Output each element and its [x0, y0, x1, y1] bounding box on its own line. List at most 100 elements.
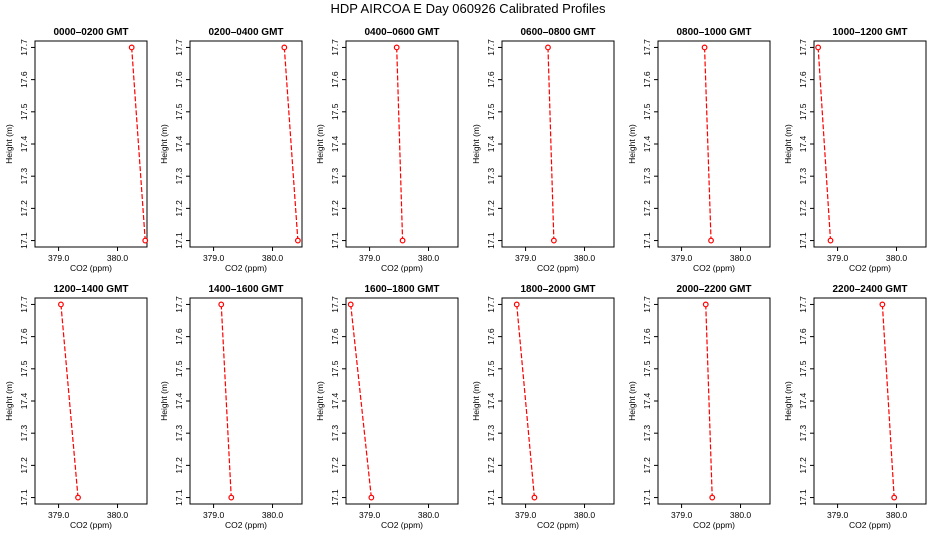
panel-title: 1000–1200 GMT	[832, 27, 907, 38]
profile-line	[881, 304, 895, 498]
y-tick-label: 17.4	[174, 135, 184, 152]
y-tick-label: 17.2	[174, 200, 184, 217]
y-axis-label: Height (m)	[783, 124, 793, 164]
x-tick-label: 379.0	[203, 253, 225, 263]
profile-line	[705, 304, 713, 498]
profile-line	[703, 47, 712, 241]
y-tick-label: 17.1	[174, 489, 184, 506]
y-tick-label: 17.1	[19, 489, 29, 506]
data-point	[815, 44, 822, 51]
y-tick-label: 17.7	[798, 39, 808, 56]
y-tick-label: 17.1	[798, 489, 808, 506]
y-axis-label: Height (m)	[4, 381, 14, 421]
plot-frame	[189, 297, 303, 505]
y-tick-label: 17.5	[642, 103, 652, 120]
profile-line	[547, 47, 555, 241]
data-point	[701, 44, 708, 51]
y-tick-label: 17.4	[486, 135, 496, 152]
panel-title: 0600–0800 GMT	[520, 27, 595, 38]
x-axis-label: CO2 (ppm)	[693, 263, 735, 273]
y-axis-label: Height (m)	[471, 381, 481, 421]
data-point	[702, 301, 709, 308]
y-tick-label: 17.7	[642, 296, 652, 313]
data-point	[128, 44, 135, 51]
y-tick-label: 17.1	[174, 232, 184, 249]
x-axis-label: CO2 (ppm)	[225, 520, 267, 530]
panel-title: 2200–2400 GMT	[832, 284, 907, 295]
y-tick-label: 17.3	[174, 168, 184, 185]
y-tick-label: 17.7	[330, 39, 340, 56]
y-tick-label: 17.6	[642, 328, 652, 345]
y-tick-label: 17.7	[174, 296, 184, 313]
plot-frame	[34, 297, 148, 505]
y-axis-label: Height (m)	[315, 381, 325, 421]
x-tick-label: 379.0	[48, 510, 70, 520]
x-tick-label: 380.0	[730, 510, 752, 520]
x-axis-label: CO2 (ppm)	[537, 520, 579, 530]
plot-frame	[345, 297, 459, 505]
y-tick-label: 17.7	[486, 39, 496, 56]
y-tick-label: 17.2	[174, 457, 184, 474]
data-point	[393, 44, 400, 51]
y-tick-label: 17.5	[798, 103, 808, 120]
data-point	[368, 494, 375, 501]
y-tick-label: 17.7	[19, 296, 29, 313]
x-tick-label: 379.0	[671, 510, 693, 520]
data-point	[891, 494, 898, 501]
x-tick-label: 379.0	[827, 510, 849, 520]
y-tick-label: 17.2	[642, 457, 652, 474]
plot-frame	[657, 40, 771, 248]
y-tick-label: 17.1	[330, 489, 340, 506]
x-axis-label: CO2 (ppm)	[381, 263, 423, 273]
y-axis-label: Height (m)	[471, 124, 481, 164]
data-point	[545, 44, 551, 51]
y-axis-label: Height (m)	[315, 124, 325, 164]
profile-line	[396, 47, 404, 241]
y-tick-label: 17.5	[486, 360, 496, 377]
data-point	[347, 301, 354, 308]
y-tick-label: 17.6	[486, 328, 496, 345]
data-point	[531, 494, 538, 501]
y-tick-label: 17.1	[486, 489, 496, 506]
y-tick-label: 17.5	[19, 360, 29, 377]
x-axis-label: CO2 (ppm)	[693, 520, 735, 530]
x-tick-label: 379.0	[48, 253, 70, 263]
y-tick-label: 17.1	[642, 489, 652, 506]
x-tick-label: 380.0	[886, 510, 908, 520]
x-tick-label: 380.0	[730, 253, 752, 263]
y-tick-label: 17.4	[642, 135, 652, 152]
data-point	[399, 237, 406, 244]
panel-title: 2000–2200 GMT	[676, 284, 751, 295]
profile-line	[516, 304, 536, 498]
y-tick-label: 17.3	[642, 425, 652, 442]
plot-frame	[813, 40, 927, 248]
y-tick-label: 17.4	[19, 392, 29, 409]
data-point	[75, 494, 81, 501]
y-tick-label: 17.5	[330, 360, 340, 377]
y-tick-label: 17.6	[486, 71, 496, 88]
y-axis-label: Height (m)	[627, 381, 637, 421]
y-tick-label: 17.2	[486, 457, 496, 474]
panel-title: 0000–0200 GMT	[53, 27, 128, 38]
y-tick-label: 17.5	[174, 360, 184, 377]
y-tick-label: 17.4	[19, 135, 29, 152]
main-title: HDP AIRCOA E Day 060926 Calibrated Profi…	[330, 1, 606, 16]
y-tick-label: 17.2	[19, 457, 29, 474]
plot-frame	[813, 297, 927, 505]
y-axis-label: Height (m)	[4, 124, 14, 164]
y-tick-label: 17.2	[330, 200, 340, 217]
plot-frame	[501, 40, 615, 248]
data-point	[513, 301, 520, 308]
y-tick-label: 17.6	[642, 71, 652, 88]
y-tick-label: 17.3	[19, 425, 29, 442]
profile-line	[220, 304, 232, 498]
panel-title: 1200–1400 GMT	[53, 284, 128, 295]
x-tick-label: 379.0	[203, 510, 225, 520]
x-tick-label: 380.0	[107, 253, 129, 263]
y-tick-label: 17.2	[642, 200, 652, 217]
y-tick-label: 17.4	[798, 135, 808, 152]
y-tick-label: 17.4	[330, 135, 340, 152]
